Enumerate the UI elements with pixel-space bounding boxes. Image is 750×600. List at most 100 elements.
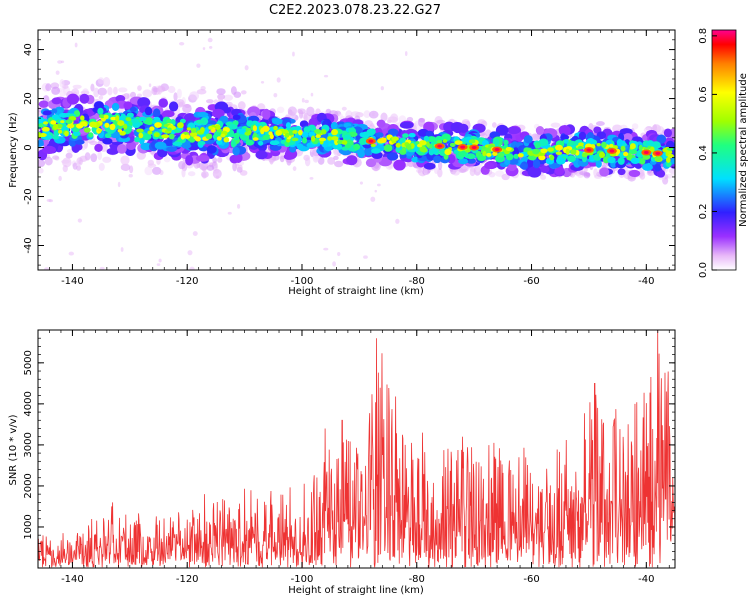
heatmap-cell [540, 165, 550, 174]
heatmap-halo [363, 110, 371, 119]
heatmap-peak [655, 151, 661, 156]
heatmap-cell [630, 157, 640, 164]
spectrogram-y-label: Frequency (Hz) [8, 112, 19, 188]
heatmap-cell [641, 163, 653, 171]
y-tick-label: 20 [23, 92, 34, 105]
heatmap-cell [189, 131, 198, 137]
heatmap-cell [547, 147, 554, 152]
heatmap-cell [314, 129, 322, 134]
heatmap-cell [442, 139, 448, 143]
heatmap-halo [287, 106, 297, 116]
heatmap-cell [153, 132, 160, 138]
heatmap-halo [90, 153, 98, 163]
heatmap-outlier [202, 47, 206, 50]
heatmap-cell [116, 144, 127, 154]
heatmap-halo [118, 87, 128, 93]
heatmap-cell [102, 137, 113, 145]
heatmap-cell [628, 149, 638, 155]
heatmap-outlier [148, 83, 152, 88]
heatmap-halo [306, 106, 315, 117]
heatmap-cell [327, 136, 333, 141]
heatmap-cell [601, 141, 607, 149]
heatmap-outlier [337, 252, 341, 257]
heatmap-peak [609, 149, 615, 153]
heatmap-cell [671, 158, 675, 165]
colorbar-gradient [711, 29, 737, 271]
heatmap-outlier [380, 86, 384, 91]
heatmap-cell [399, 153, 407, 159]
colorbar-tick-label: 0.4 [698, 145, 709, 161]
heatmap-cell [419, 140, 427, 146]
heatmap-cell [364, 146, 372, 156]
x-tick-label: -120 [176, 276, 199, 287]
heatmap-cell [458, 158, 469, 165]
heatmap-cell [106, 147, 119, 155]
heatmap-peak [368, 139, 374, 143]
heatmap-cell [205, 133, 213, 140]
heatmap-cell [433, 155, 442, 164]
heatmap-cell [375, 132, 384, 138]
heatmap-cell [599, 151, 606, 158]
heatmap-cell [602, 156, 610, 164]
heatmap-cell [115, 115, 120, 122]
heatmap-halo [187, 171, 196, 177]
heatmap-outlier [359, 181, 363, 185]
heatmap-outlier [77, 218, 82, 223]
heatmap-halo [152, 166, 162, 175]
heatmap-cell [111, 102, 120, 111]
heatmap-cell [638, 144, 643, 151]
heatmap-cell [654, 163, 662, 172]
heatmap-halo [216, 88, 226, 95]
heatmap-halo [137, 85, 142, 91]
heatmap-halo [240, 90, 247, 95]
heatmap-peak [437, 144, 443, 148]
heatmap-cell [60, 120, 65, 124]
heatmap-cell [268, 131, 273, 136]
heatmap-cell [565, 148, 570, 155]
heatmap-cell [380, 137, 387, 143]
heatmap-cell [79, 93, 90, 104]
heatmap-cell [402, 133, 409, 138]
heatmap-outlier [374, 189, 377, 193]
heatmap-cell [318, 137, 327, 142]
heatmap-cell [262, 108, 271, 120]
heatmap-cell [168, 101, 179, 112]
heatmap-cell [152, 108, 161, 118]
heatmap-halo [144, 166, 153, 176]
heatmap-cell [38, 139, 44, 146]
heatmap-halo [206, 164, 215, 171]
heatmap-cell [297, 129, 303, 136]
heatmap-cell [457, 150, 467, 158]
x-tick-label: -60 [523, 276, 539, 287]
heatmap-halo [495, 170, 505, 177]
heatmap-cell [140, 142, 152, 151]
heatmap-halo [276, 106, 285, 114]
heatmap-cell [109, 123, 116, 131]
heatmap-halo [173, 92, 178, 102]
heatmap-outlier [158, 258, 162, 263]
snr-panel: -140 -120 -100 -80 -60 -40 1000 2000 3000 4000 50… [8, 329, 676, 596]
heatmap-cell [83, 127, 91, 133]
heatmap-halo [72, 84, 82, 89]
heatmap-cell [393, 159, 406, 171]
heatmap-peak [586, 148, 592, 152]
heatmap-halo [157, 85, 163, 95]
heatmap-cell [38, 100, 49, 108]
heatmap-cell [527, 166, 542, 178]
heatmap-cell [617, 168, 626, 176]
heatmap-halo [437, 160, 443, 171]
heatmap-halo [579, 171, 588, 176]
heatmap-cell [563, 139, 569, 144]
heatmap-cell [230, 139, 236, 148]
heatmap-halo [452, 169, 460, 176]
snr-series-line [38, 330, 675, 568]
heatmap-cell [334, 138, 339, 146]
heatmap-cell [123, 123, 128, 130]
heatmap-cell [320, 129, 327, 135]
heatmap-cell [66, 123, 75, 129]
heatmap-outlier [292, 166, 297, 171]
heatmap-halo [93, 87, 100, 98]
heatmap-outlier [187, 250, 193, 256]
heatmap-cell [168, 133, 175, 140]
heatmap-outlier [260, 80, 265, 84]
